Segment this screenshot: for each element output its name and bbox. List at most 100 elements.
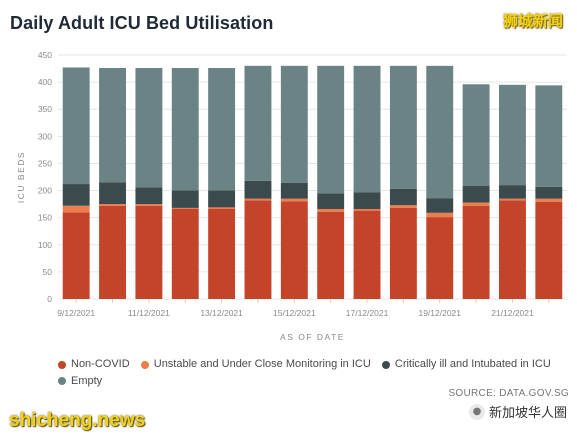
bars	[62, 65, 563, 299]
bar-segment-empty[interactable]	[535, 85, 563, 187]
bar-segment-critical[interactable]	[389, 188, 417, 206]
bar-segment-empty[interactable]	[244, 65, 272, 181]
y-tick-label: 250	[38, 158, 52, 168]
y-tick-label: 200	[38, 186, 52, 196]
legend-swatch-unstable	[140, 360, 149, 369]
legend-swatch-critical	[381, 360, 390, 369]
bar-segment-unstable[interactable]	[317, 208, 345, 212]
bar-segment-non-covid[interactable]	[135, 205, 163, 299]
bar-segment-unstable[interactable]	[208, 207, 236, 209]
legend-item-non-covid[interactable]: Non-COVID	[58, 357, 130, 372]
y-tick-label: 350	[38, 104, 52, 114]
y-axis-title: ICU BEDS	[16, 151, 26, 203]
bar-segment-empty[interactable]	[499, 84, 526, 186]
icu-bed-stacked-bar-chart: 0 50 100 150 200 250 300 350 400 450 9/12/2021 11/…	[16, 50, 567, 342]
bar-segment-critical[interactable]	[426, 198, 454, 213]
chart-title: Daily Adult ICU Bed Utilisation	[10, 13, 274, 33]
bar-segment-non-covid[interactable]	[99, 205, 126, 299]
bar-segment-non-covid[interactable]	[462, 205, 490, 299]
bar-segment-critical[interactable]	[135, 187, 163, 205]
gridlines	[58, 54, 567, 300]
legend-label-non-covid: Non-COVID	[71, 358, 130, 370]
watermark-channel-label: 新加坡华人圈	[488, 406, 567, 421]
bar-segment-non-covid[interactable]	[208, 208, 236, 299]
y-tick-label: 0	[47, 294, 52, 304]
bar-segment-non-covid[interactable]	[280, 201, 308, 299]
wechat-icon: ●	[468, 403, 485, 420]
legend-label-critical: Critically ill and Intubated in ICU	[394, 358, 551, 370]
bar-segment-critical[interactable]	[499, 185, 526, 199]
bar-segment-unstable[interactable]	[426, 212, 454, 218]
bar-segment-unstable[interactable]	[462, 202, 490, 206]
y-tick-label: 450	[38, 50, 52, 60]
bar-segment-non-covid[interactable]	[62, 212, 90, 299]
bar-segment-unstable[interactable]	[62, 205, 90, 213]
bar-segment-unstable[interactable]	[171, 207, 199, 209]
bar-segment-unstable[interactable]	[244, 198, 272, 201]
legend-item-unstable[interactable]: Unstable and Under Close Monitoring in I…	[140, 357, 371, 372]
bar-segment-empty[interactable]	[135, 68, 163, 188]
x-tick-label: 13/12/2021	[200, 308, 243, 318]
watermark-site: shicheng.news	[9, 410, 146, 431]
bar-segment-empty[interactable]	[462, 84, 490, 186]
bar-segment-unstable[interactable]	[535, 198, 563, 202]
x-tick-label: 15/12/2021	[273, 308, 316, 318]
bar-segment-critical[interactable]	[535, 186, 563, 199]
bar-segment-empty[interactable]	[208, 68, 236, 191]
bar-segment-non-covid[interactable]	[353, 210, 381, 299]
y-tick-label: 50	[43, 267, 53, 277]
bar-segment-empty[interactable]	[280, 65, 308, 183]
bar-segment-non-covid[interactable]	[317, 211, 345, 299]
bar-segment-empty[interactable]	[171, 68, 199, 191]
bar-segment-critical[interactable]	[244, 180, 272, 199]
bar-segment-unstable[interactable]	[135, 204, 163, 206]
watermark-logo-top: 狮城新闻	[502, 12, 563, 30]
bar-segment-empty[interactable]	[389, 65, 417, 189]
bar-segment-critical[interactable]	[171, 190, 199, 208]
bar-segment-critical[interactable]	[62, 184, 90, 206]
legend-label-unstable: Unstable and Under Close Monitoring in I…	[153, 358, 371, 370]
y-tick-label: 100	[38, 240, 52, 250]
bar-segment-unstable[interactable]	[353, 208, 381, 211]
bar-segment-unstable[interactable]	[99, 204, 126, 206]
bar-segment-empty[interactable]	[99, 68, 126, 183]
bar-segment-non-covid[interactable]	[171, 208, 199, 299]
legend-item-empty[interactable]: Empty	[58, 374, 102, 389]
y-tick-label: 150	[38, 213, 52, 223]
watermark-channel: ● 新加坡华人圈	[468, 402, 567, 421]
x-tick-label: 9/12/2021	[57, 308, 95, 318]
x-tick-label: 21/12/2021	[491, 308, 534, 318]
y-axis-ticks: 0 50 100 150 200 250 300 350 400 450	[38, 50, 52, 304]
bar-segment-non-covid[interactable]	[389, 207, 417, 299]
bar-segment-critical[interactable]	[353, 192, 381, 209]
bar-segment-unstable[interactable]	[389, 205, 417, 208]
bar-segment-non-covid[interactable]	[426, 217, 454, 299]
bar-segment-non-covid[interactable]	[499, 200, 526, 299]
x-tick-label: 17/12/2021	[346, 308, 389, 318]
bar-segment-unstable[interactable]	[499, 198, 526, 201]
bar-segment-non-covid[interactable]	[535, 201, 563, 299]
x-axis-title: AS OF DATE	[280, 332, 345, 342]
bar-segment-empty[interactable]	[62, 67, 90, 185]
x-tick-label: 11/12/2021	[128, 308, 170, 318]
legend-swatch-non-covid	[58, 360, 66, 369]
bar-segment-critical[interactable]	[280, 182, 308, 199]
bar-segment-unstable[interactable]	[280, 198, 308, 202]
bar-segment-critical[interactable]	[99, 182, 126, 205]
y-tick-label: 400	[38, 77, 52, 87]
bar-segment-critical[interactable]	[462, 185, 490, 203]
y-tick-label: 300	[38, 131, 52, 141]
bar-segment-empty[interactable]	[353, 65, 381, 193]
x-axis-ticks: 9/12/2021 11/12/2021 13/12/2021 15/12/2021 1…	[57, 299, 550, 318]
bar-segment-critical[interactable]	[317, 193, 345, 209]
legend: Non-COVID Unstable and Under Close Monit…	[58, 357, 577, 390]
bar-segment-critical[interactable]	[208, 190, 236, 208]
bar-segment-empty[interactable]	[317, 65, 345, 194]
bar-segment-non-covid[interactable]	[244, 200, 272, 299]
legend-label-empty: Empty	[71, 374, 103, 387]
legend-item-critical[interactable]: Critically ill and Intubated in ICU	[381, 357, 551, 372]
source-caption: SOURCE: DATA.GOV.SG	[448, 388, 569, 399]
legend-swatch-empty	[58, 377, 66, 385]
bar-segment-empty[interactable]	[426, 65, 454, 199]
x-tick-label: 19/12/2021	[418, 308, 461, 318]
